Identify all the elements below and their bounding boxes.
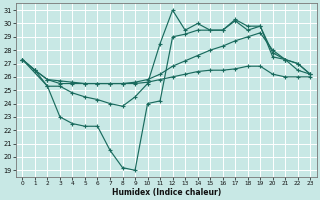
X-axis label: Humidex (Indice chaleur): Humidex (Indice chaleur) <box>112 188 221 197</box>
